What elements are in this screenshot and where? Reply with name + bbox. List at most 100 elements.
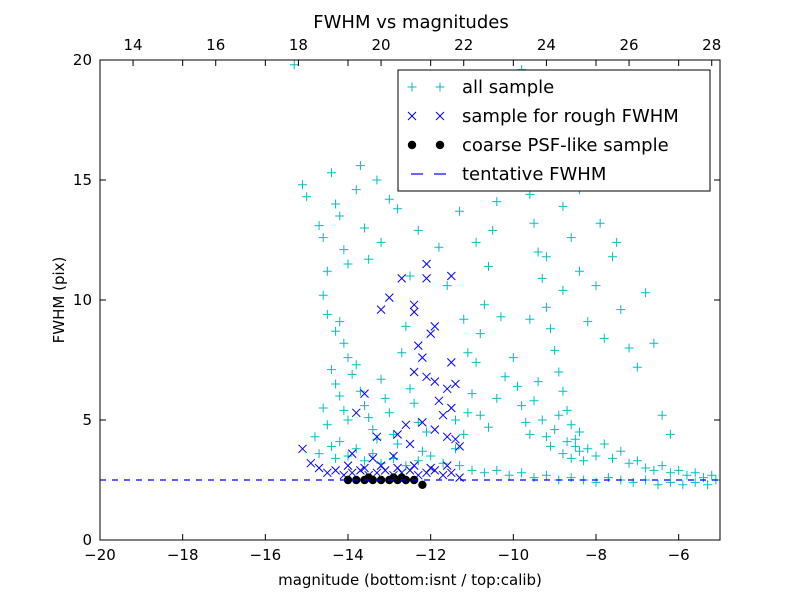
point-plus [657,410,667,420]
point-plus [484,422,494,432]
point-plus [492,465,502,475]
point-plus [343,415,353,425]
point-plus [409,398,419,408]
point-plus [504,470,514,480]
point-plus [442,281,452,291]
point-x [409,307,419,317]
point-plus [558,386,568,396]
point-plus [484,261,494,271]
point-plus [674,465,684,475]
point-plus [339,338,349,348]
legend-label: tentative FWHM [462,164,606,185]
point-plus [376,237,386,247]
y-tick-label: 20 [73,51,92,69]
point-plus [690,477,700,487]
point-plus [583,444,593,454]
point-plus [450,415,460,425]
point-plus [372,434,382,444]
point-plus [632,456,642,466]
point-plus [554,367,564,377]
point-x [347,449,357,458]
point-plus [405,384,415,394]
point-x [351,408,361,418]
x-tick-label: −6 [668,546,690,564]
top-x-tick-label: 16 [206,36,225,54]
point-plus [541,252,551,262]
point-x [356,466,365,475]
point-plus [310,432,320,442]
point-plus [558,449,568,459]
point-plus [388,453,398,463]
point-plus [665,429,675,439]
x-tick-label: −18 [167,546,199,564]
point-plus [546,324,556,334]
point-x [446,358,456,367]
point-plus [512,381,522,391]
point-plus [608,453,618,463]
point-plus [479,468,489,478]
point-plus [682,470,692,480]
point-plus [401,461,411,471]
point-plus [438,458,448,468]
point-plus [388,429,398,439]
point-x [306,458,316,468]
point-plus [574,446,584,456]
y-tick-label: 15 [73,171,92,189]
point-plus [591,281,601,291]
point-x [418,418,427,427]
point-plus [360,456,370,466]
top-x-tick-label: 18 [289,36,308,54]
point-x [430,377,440,386]
point-plus [360,223,370,233]
point-plus [335,317,345,327]
point-plus [624,458,634,468]
point-x [413,341,423,350]
point-plus [566,473,576,483]
point-plus [347,369,357,379]
point-plus [314,449,324,459]
point-plus [678,480,688,490]
point-plus [318,233,328,243]
point-x [409,461,419,470]
point-plus [422,427,432,437]
point-plus [331,453,341,463]
point-x [409,300,419,310]
point-plus [488,225,498,235]
point-plus [302,192,312,202]
top-x-tick-label: 22 [454,36,473,54]
top-x-tick-label: 26 [620,36,639,54]
point-plus [574,427,584,437]
point-x [446,271,456,281]
point-plus [413,225,423,235]
point-x [426,329,436,338]
x-tick-label: −10 [498,546,530,564]
legend-marker-x [407,111,417,121]
point-x [360,389,369,398]
point-plus [508,353,518,363]
point-plus [624,343,634,353]
legend-label: coarse PSF-like sample [462,135,669,156]
point-plus [471,357,481,367]
point-plus [413,456,423,466]
legend-marker-plus [407,82,417,92]
point-x [409,367,419,377]
top-x-tick-label: 14 [124,36,143,54]
data-points [289,60,721,490]
point-plus [463,348,473,358]
point-plus [467,465,477,475]
point-plus [616,305,626,315]
point-x [438,410,448,420]
point-plus [289,60,299,70]
point-plus [521,417,531,427]
y-tick-label: 5 [82,411,92,429]
point-plus [376,374,386,384]
point-x [376,461,386,470]
point-plus [401,321,411,331]
point-x [434,396,444,406]
point-x [393,463,402,473]
point-plus [455,461,465,471]
point-x [347,468,357,478]
point-x [442,461,452,470]
point-plus [591,451,601,461]
